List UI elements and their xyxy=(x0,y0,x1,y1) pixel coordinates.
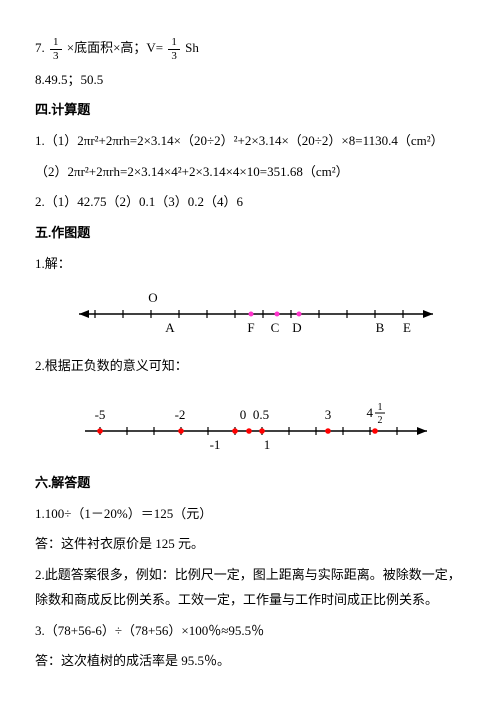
q7-line: 7. 13 ×底面积×高；V= 13 Sh xyxy=(35,36,465,62)
q7-mid: ×底面积×高；V= xyxy=(67,40,167,55)
section-5-heading: 五.作图题 xyxy=(35,221,465,246)
ans-1a: 1.100÷（1－20%）＝125（元） xyxy=(35,502,465,527)
svg-text:D: D xyxy=(292,320,301,335)
svg-text:E: E xyxy=(403,320,411,335)
section-4-heading: 四.计算题 xyxy=(35,98,465,123)
ans-1b: 答：这件衬衣原价是 125 元。 xyxy=(35,532,465,557)
svg-text:1: 1 xyxy=(264,437,271,452)
svg-text:-5: -5 xyxy=(95,407,106,422)
svg-text:O: O xyxy=(148,290,157,305)
section-6-heading: 六.解答题 xyxy=(35,471,465,496)
svg-text:-1: -1 xyxy=(210,437,221,452)
q8-line: 8.49.5；50.5 xyxy=(35,68,465,93)
prob-5-2: 2.根据正负数的意义可知： xyxy=(35,354,465,379)
svg-text:0.5: 0.5 xyxy=(253,407,269,422)
svg-text:F: F xyxy=(247,320,254,335)
svg-text:1: 1 xyxy=(378,402,383,413)
svg-text:4: 4 xyxy=(367,405,374,420)
q7-tail: Sh xyxy=(185,40,199,55)
ans-3a: 3.（78+56-6）÷（78+56）×100％≈95.5％ xyxy=(35,619,465,644)
ans-3b: 答：这次植树的成活率是 95.5％。 xyxy=(35,649,465,674)
svg-text:2: 2 xyxy=(378,415,383,426)
frac-1-3a: 13 xyxy=(50,36,62,61)
q7-num: 7. xyxy=(35,40,45,55)
number-line-2: -5-200.53412-11 xyxy=(35,395,455,457)
frac-1-3b: 13 xyxy=(168,36,180,61)
calc-1b: （2）2πr²+2πrh=2×3.14×4²+2×3.14×4×10=351.6… xyxy=(35,160,465,185)
svg-text:C: C xyxy=(271,320,280,335)
number-line-1: OA F CD B E xyxy=(35,284,455,340)
svg-text:B: B xyxy=(376,320,385,335)
ans-2: 2.此题答案很多，例如：比例尺一定，图上距离与实际距离。被除数一定，除数和商成反… xyxy=(35,563,465,612)
svg-text:-2: -2 xyxy=(175,407,186,422)
prob-5-1: 1.解： xyxy=(35,252,465,277)
svg-text:0: 0 xyxy=(240,407,247,422)
svg-text:A: A xyxy=(165,320,175,335)
calc-1a: 1.（1）2πr²+2πrh=2×3.14×（20÷2）²+2×3.14×（20… xyxy=(35,129,465,154)
calc-2: 2.（1）42.75（2）0.1（3）0.2（4）6 xyxy=(35,190,465,215)
svg-text:3: 3 xyxy=(325,407,332,422)
